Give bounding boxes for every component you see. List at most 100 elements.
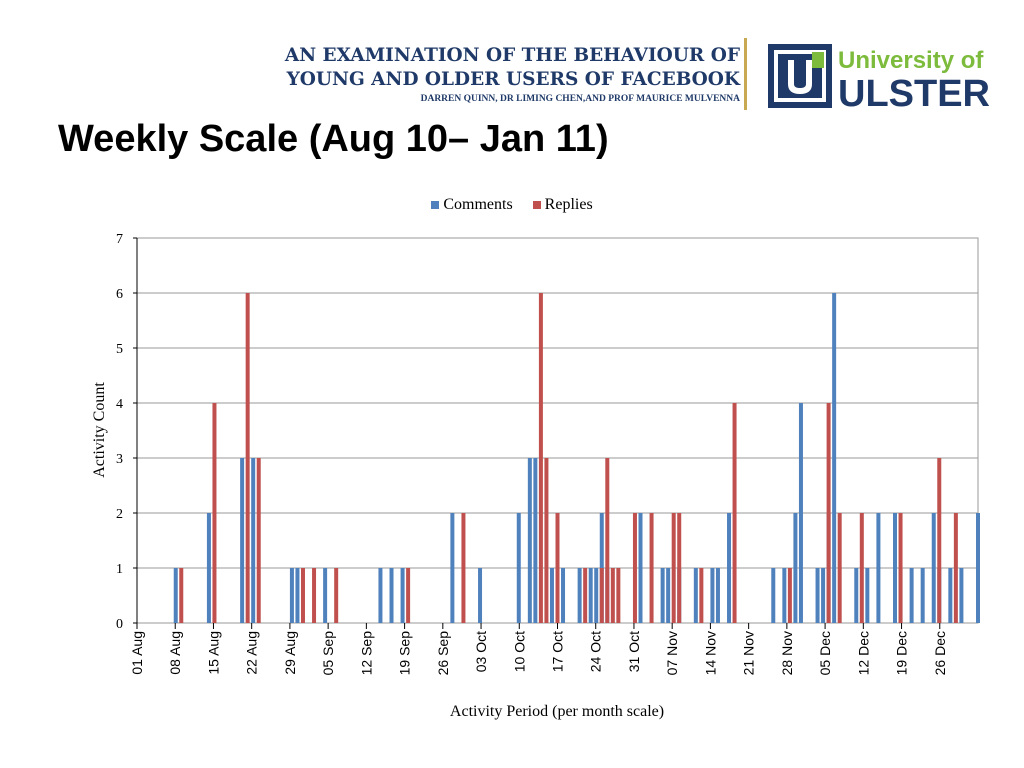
bar-comments bbox=[516, 513, 521, 623]
bar-replies bbox=[732, 403, 737, 623]
bar-replies bbox=[312, 568, 317, 623]
header-divider bbox=[744, 38, 747, 110]
header-title-line-2: YOUNG AND OLDER USERS OF FACEBOOK bbox=[286, 69, 740, 90]
y-tick-label: 0 bbox=[116, 617, 123, 632]
bar-comments bbox=[666, 568, 671, 623]
bar-comments bbox=[549, 568, 554, 623]
x-tick-label: 17 Oct bbox=[550, 631, 566, 672]
header-authors: DARREN QUINN, DR LIMING CHEN,AND PROF MA… bbox=[420, 94, 740, 104]
bar-layer bbox=[173, 293, 980, 623]
slide-title: Weekly Scale (Aug 10– Jan 11) bbox=[58, 118, 609, 160]
bar-comments bbox=[323, 568, 328, 623]
bar-replies bbox=[787, 568, 792, 623]
bar-replies bbox=[898, 513, 903, 623]
bar-comments bbox=[251, 458, 256, 623]
y-tick-label: 3 bbox=[116, 452, 123, 467]
x-tick-label: 14 Nov bbox=[702, 631, 718, 675]
bar-replies bbox=[599, 568, 604, 623]
x-tick-label: 26 Sep bbox=[435, 631, 451, 676]
bar-replies bbox=[837, 513, 842, 623]
bar-comments bbox=[378, 568, 383, 623]
bar-comments bbox=[821, 568, 826, 623]
bar-comments bbox=[727, 513, 732, 623]
logo-text-line-1: University of bbox=[838, 47, 984, 74]
bar-comments bbox=[295, 568, 300, 623]
legend-item-replies: Replies bbox=[532, 196, 593, 214]
bar-replies bbox=[555, 513, 560, 623]
x-tick-label: 08 Aug bbox=[167, 631, 183, 675]
y-tick-label: 5 bbox=[116, 342, 123, 357]
bar-replies bbox=[699, 568, 704, 623]
y-tick-label: 6 bbox=[116, 287, 123, 302]
bar-comments bbox=[920, 568, 925, 623]
bar-comments bbox=[710, 568, 715, 623]
bar-comments bbox=[793, 513, 798, 623]
bar-comments bbox=[527, 458, 532, 623]
bar-replies bbox=[953, 513, 958, 623]
x-tick-label: 07 Nov bbox=[664, 631, 680, 675]
x-tick-label: 05 Dec bbox=[817, 631, 833, 675]
bar-replies bbox=[544, 458, 549, 623]
x-tick-label: 22 Aug bbox=[244, 631, 260, 675]
y-tick-label: 2 bbox=[116, 507, 123, 522]
x-tick-label: 15 Aug bbox=[205, 631, 221, 675]
x-tick-label: 24 Oct bbox=[588, 631, 604, 672]
bar-comments bbox=[638, 513, 643, 623]
bar-comments bbox=[854, 568, 859, 623]
header-title-line-1: AN EXAMINATION OF THE BEHAVIOUR OF bbox=[284, 45, 740, 66]
presentation-header: AN EXAMINATION OF THE BEHAVIOUR OF YOUNG… bbox=[270, 44, 740, 106]
bar-replies bbox=[583, 568, 588, 623]
bar-comments bbox=[959, 568, 964, 623]
bar-comments bbox=[931, 513, 936, 623]
x-tick-label: 12 Dec bbox=[855, 631, 871, 675]
bar-comments bbox=[594, 568, 599, 623]
bar-comments bbox=[577, 568, 582, 623]
y-tick-label: 4 bbox=[116, 397, 123, 412]
y-axis-title: Activity Count bbox=[91, 382, 108, 478]
bar-replies bbox=[334, 568, 339, 623]
bar-comments bbox=[948, 568, 953, 623]
bar-replies bbox=[826, 403, 831, 623]
chart-legend: Comments Replies bbox=[0, 196, 1024, 214]
bar-comments bbox=[240, 458, 245, 623]
bar-replies bbox=[937, 458, 942, 623]
axis-layer: 0 1 2 3 4 5 6 7 01 Aug 08 Aug 15 Aug 22 Aug 29 Aug 05… bbox=[116, 232, 948, 675]
bar-comments bbox=[976, 513, 980, 623]
bar-replies bbox=[859, 513, 864, 623]
x-tick-label: 01 Aug bbox=[129, 631, 145, 675]
bar-comments bbox=[893, 513, 898, 623]
x-axis-title: Activity Period (per month scale) bbox=[450, 703, 664, 720]
bar-replies bbox=[677, 513, 682, 623]
x-tick-label: 26 Dec bbox=[932, 631, 948, 675]
y-tick-label: 7 bbox=[116, 232, 123, 247]
x-tick-label: 05 Sep bbox=[320, 631, 336, 676]
bar-comments bbox=[450, 513, 455, 623]
bar-replies bbox=[671, 513, 676, 623]
bar-comments bbox=[909, 568, 914, 623]
bar-comments bbox=[400, 568, 405, 623]
bar-comments bbox=[715, 568, 720, 623]
bar-comments bbox=[533, 458, 538, 623]
bar-comments bbox=[588, 568, 593, 623]
x-tick-label: 10 Oct bbox=[511, 631, 527, 672]
logo-text-line-2: ULSTER bbox=[838, 73, 990, 114]
bar-replies bbox=[245, 293, 250, 623]
bar-comments bbox=[660, 568, 665, 623]
legend-item-comments: Comments bbox=[431, 196, 513, 214]
bar-comments bbox=[815, 568, 820, 623]
x-tick-label: 19 Sep bbox=[397, 631, 413, 676]
bar-replies bbox=[300, 568, 305, 623]
bar-replies bbox=[538, 293, 543, 623]
bar-comments bbox=[876, 513, 881, 623]
bar-replies bbox=[632, 513, 637, 623]
bar-comments bbox=[798, 403, 803, 623]
bar-replies bbox=[616, 568, 621, 623]
bar-comments bbox=[782, 568, 787, 623]
bar-replies bbox=[212, 403, 217, 623]
x-tick-label: 29 Aug bbox=[282, 631, 298, 675]
bar-replies bbox=[256, 458, 261, 623]
bar-replies bbox=[406, 568, 411, 623]
bar-replies bbox=[179, 568, 184, 623]
bar-comments bbox=[173, 568, 178, 623]
